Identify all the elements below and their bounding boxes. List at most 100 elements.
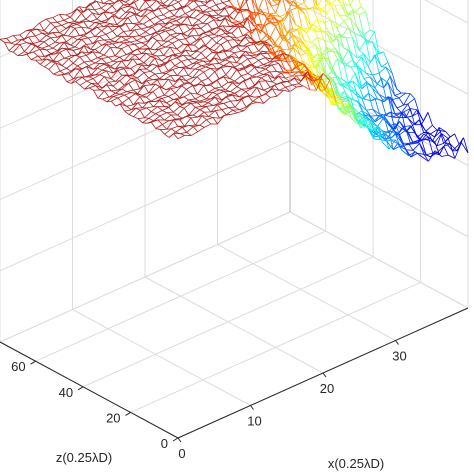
mesh-edge — [173, 0, 179, 3]
mesh-edge — [39, 58, 47, 65]
mesh-edge — [349, 0, 354, 6]
mesh-edge — [308, 43, 316, 49]
mesh-edge — [351, 115, 359, 119]
mesh-edge — [191, 9, 197, 11]
mesh-edge — [415, 151, 423, 158]
mesh-edge — [95, 58, 103, 64]
mesh-edge — [145, 0, 151, 8]
mesh-edge — [51, 61, 56, 64]
mesh-edge — [177, 125, 183, 128]
mesh-edge — [247, 57, 255, 60]
mesh-edge — [339, 84, 345, 88]
z-tick-mark — [30, 360, 36, 365]
mesh-edge — [207, 57, 215, 65]
mesh-edge — [265, 93, 271, 98]
mesh-edge — [205, 38, 213, 46]
mesh-edge — [295, 66, 302, 73]
mesh-edge — [205, 92, 214, 100]
mesh-edge — [59, 68, 67, 72]
mesh-edge — [213, 28, 222, 35]
mesh-edge — [201, 65, 206, 68]
mesh-edge — [366, 126, 374, 139]
mesh-edge — [34, 35, 41, 42]
mesh-edge — [247, 84, 255, 90]
mesh-edge — [274, 84, 280, 91]
mesh-edge — [264, 43, 270, 53]
mesh-edge — [106, 70, 112, 79]
mesh-edge — [171, 29, 177, 34]
mesh-edge — [172, 106, 181, 113]
mesh-edge — [370, 121, 377, 131]
mesh-edge — [112, 60, 118, 63]
mesh-edge — [229, 69, 238, 79]
mesh-edge — [183, 67, 191, 70]
mesh-edge — [445, 142, 451, 145]
mesh-edge — [168, 119, 174, 122]
mesh-edge — [162, 120, 170, 125]
mesh-edge — [142, 0, 146, 2]
mesh-edge — [55, 41, 60, 44]
mesh-edge — [384, 133, 392, 141]
mesh-edge — [289, 86, 297, 92]
mesh-edge — [332, 69, 338, 78]
mesh-edge — [220, 0, 223, 3]
mesh-edge — [157, 63, 164, 67]
mesh-edge — [254, 57, 259, 61]
mesh-edge — [21, 36, 29, 40]
mesh-edge — [123, 53, 131, 61]
mesh-edge — [177, 96, 185, 100]
mesh-edge — [350, 98, 358, 102]
mesh-edge — [200, 52, 206, 59]
mesh-edge — [30, 43, 36, 47]
mesh-edge — [359, 118, 366, 128]
mesh-edge — [144, 117, 150, 119]
mesh-edge — [154, 19, 162, 25]
mesh-edge — [70, 8, 78, 18]
mesh-edge — [138, 0, 146, 11]
mesh-edge — [50, 21, 58, 24]
mesh-edge — [312, 24, 318, 38]
mesh-edge — [226, 109, 234, 116]
wall-grid-line — [0, 0, 129, 58]
mesh-edge — [148, 113, 156, 119]
mesh-edge — [187, 68, 196, 76]
mesh-edge — [112, 30, 118, 37]
mesh-edge — [88, 62, 96, 67]
mesh-edge — [81, 26, 89, 29]
mesh-edge — [153, 100, 161, 107]
mesh-edge — [90, 60, 96, 64]
mesh-edge — [377, 115, 382, 118]
mesh-edge — [180, 5, 188, 8]
mesh-edge — [148, 101, 154, 107]
mesh-edge — [298, 71, 304, 77]
mesh-edge — [271, 64, 277, 72]
mesh-edge — [99, 52, 105, 56]
mesh-edge — [351, 117, 357, 124]
mesh-edge — [216, 42, 222, 45]
mesh-edge — [311, 74, 319, 78]
mesh-edge — [87, 22, 96, 29]
mesh-edge — [271, 4, 278, 7]
mesh-edge — [109, 10, 117, 14]
mesh-edge — [180, 44, 189, 54]
mesh-edge — [221, 82, 229, 88]
mesh-edge — [127, 14, 135, 19]
mesh-edge — [108, 81, 114, 87]
mesh-edge — [182, 0, 190, 9]
mesh-edge — [248, 95, 255, 98]
mesh-edge — [48, 26, 56, 34]
mesh-edge — [134, 14, 142, 17]
mesh-edge — [343, 3, 349, 16]
mesh-edge — [188, 99, 194, 102]
mesh-edge — [118, 12, 126, 19]
mesh-edge — [242, 54, 248, 60]
mesh-edge — [44, 66, 50, 70]
mesh-edge — [119, 93, 125, 96]
mesh-edge — [190, 103, 196, 108]
mesh-edge — [275, 26, 281, 36]
mesh-edge — [136, 24, 142, 30]
mesh-edge — [109, 0, 115, 4]
mesh-edge — [152, 86, 160, 92]
mesh-edge — [260, 65, 268, 69]
mesh-edge — [171, 128, 176, 133]
